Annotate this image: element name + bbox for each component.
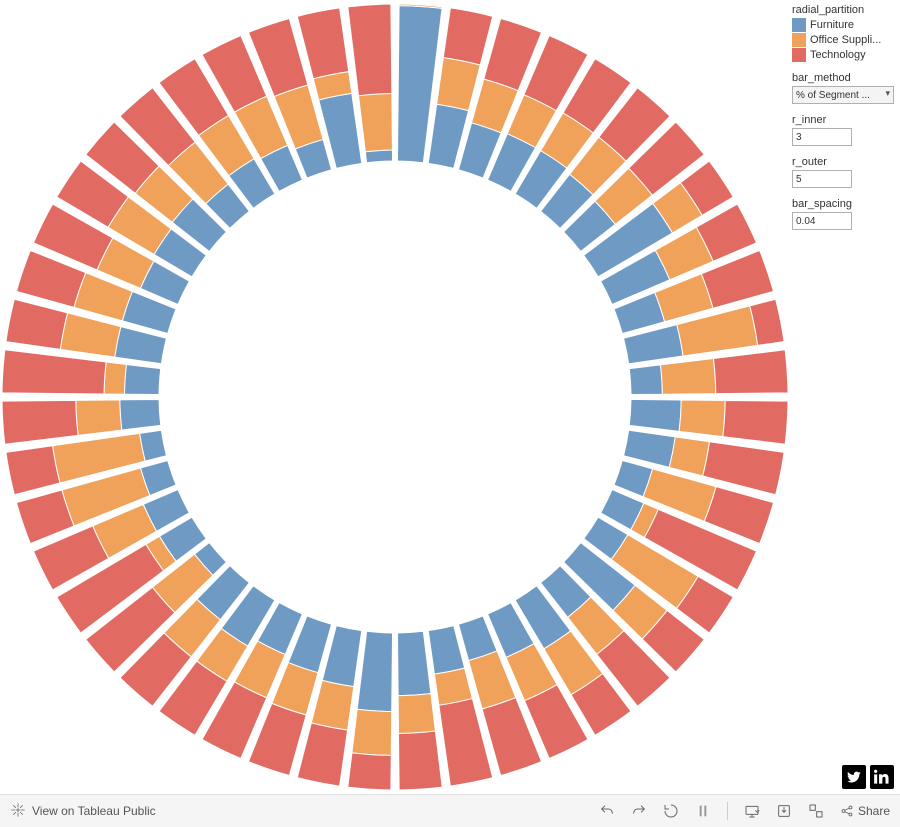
replay-icon[interactable] — [663, 803, 679, 819]
control-label: bar_spacing — [792, 198, 894, 210]
radial-bar-segment[interactable] — [2, 400, 78, 444]
control-r-outer: r_outer 5 — [792, 156, 894, 188]
radial-bar-segment[interactable] — [348, 4, 392, 96]
radial-bar-segment[interactable] — [624, 430, 676, 467]
radial-bar-segment[interactable] — [60, 313, 120, 357]
radial-bar-segment[interactable] — [359, 94, 393, 152]
radial-bar-segment[interactable] — [348, 753, 391, 790]
radial-bar-segment[interactable] — [399, 731, 443, 790]
radial-bar-segment[interactable] — [2, 350, 106, 394]
legend-label: Technology — [810, 49, 866, 61]
radial-bar-segment[interactable] — [437, 58, 481, 111]
radial-bar-segment[interactable] — [297, 723, 347, 786]
radial-stacked-bar-chart — [0, 0, 790, 794]
control-label: r_inner — [792, 114, 894, 126]
bar-method-select[interactable]: % of Segment ... — [792, 86, 894, 104]
radial-bar-segment[interactable] — [357, 631, 392, 711]
radial-bar-segment[interactable] — [120, 399, 161, 430]
control-label: bar_method — [792, 72, 894, 84]
r-outer-input[interactable]: 5 — [792, 170, 852, 188]
radial-bar-segment[interactable] — [713, 350, 788, 394]
radial-bar-segment[interactable] — [352, 709, 392, 755]
radial-bar-segment[interactable] — [115, 327, 167, 364]
legend-swatch — [792, 18, 806, 32]
r-inner-input[interactable]: 3 — [792, 128, 852, 146]
download-icon[interactable] — [776, 803, 792, 819]
r-outer-value: 5 — [796, 174, 802, 185]
radial-bar-segment[interactable] — [398, 694, 435, 734]
radial-bar-segment[interactable] — [311, 680, 353, 730]
radial-bar-segment[interactable] — [629, 365, 662, 395]
share-label: Share — [858, 804, 890, 818]
fullscreen-icon[interactable] — [808, 803, 824, 819]
radial-bar-segment[interactable] — [629, 399, 681, 431]
legend: radial_partition Furniture Office Suppli.… — [792, 4, 894, 62]
radial-bar-segment[interactable] — [443, 8, 492, 65]
legend-item[interactable]: Technology — [792, 48, 894, 62]
redo-icon[interactable] — [631, 803, 647, 819]
control-r-inner: r_inner 3 — [792, 114, 894, 146]
linkedin-icon[interactable] — [870, 765, 894, 789]
controls-sidebar: radial_partition Furniture Office Suppli.… — [790, 0, 900, 794]
radial-bar-segment[interactable] — [6, 446, 60, 495]
radial-bar-segment[interactable] — [365, 150, 392, 163]
radial-bar-segment[interactable] — [104, 362, 126, 394]
legend-label: Office Suppli... — [810, 34, 881, 46]
pause-icon[interactable] — [695, 803, 711, 819]
legend-label: Furniture — [810, 19, 854, 31]
radial-bar-segment[interactable] — [124, 364, 160, 394]
legend-swatch — [792, 33, 806, 47]
legend-title: radial_partition — [792, 4, 894, 16]
twitter-icon[interactable] — [842, 765, 866, 789]
radial-bar-segment[interactable] — [76, 400, 122, 435]
view-on-tableau-link[interactable]: View on Tableau Public — [32, 804, 156, 818]
radial-bar-segment[interactable] — [660, 358, 715, 394]
radial-bar-segment[interactable] — [679, 400, 725, 437]
share-button[interactable]: Share — [840, 804, 890, 818]
radial-bar-segment[interactable] — [297, 8, 348, 79]
radial-bar-segment[interactable] — [6, 299, 68, 349]
bar-spacing-value: 0.04 — [796, 216, 815, 227]
control-bar-method: bar_method % of Segment ... — [792, 72, 894, 104]
r-inner-value: 3 — [796, 132, 802, 143]
legend-item[interactable]: Furniture — [792, 18, 894, 32]
tableau-logo-icon — [10, 802, 26, 821]
legend-swatch — [792, 48, 806, 62]
bar-spacing-input[interactable]: 0.04 — [792, 212, 852, 230]
radial-bar-segment[interactable] — [397, 631, 430, 695]
radial-bar-segment[interactable] — [428, 626, 464, 675]
radial-chart-region — [0, 0, 790, 794]
legend-item[interactable]: Office Suppli... — [792, 33, 894, 47]
bar-method-value: % of Segment ... — [796, 90, 870, 101]
device-preview-icon[interactable] — [744, 803, 760, 819]
control-label: r_outer — [792, 156, 894, 168]
toolbar-divider — [727, 802, 728, 820]
undo-icon[interactable] — [599, 803, 615, 819]
bottom-toolbar: View on Tableau Public Share — [0, 794, 900, 827]
control-bar-spacing: bar_spacing 0.04 — [792, 198, 894, 230]
radial-bar-segment[interactable] — [723, 400, 788, 444]
radial-bar-segment[interactable] — [669, 437, 709, 476]
